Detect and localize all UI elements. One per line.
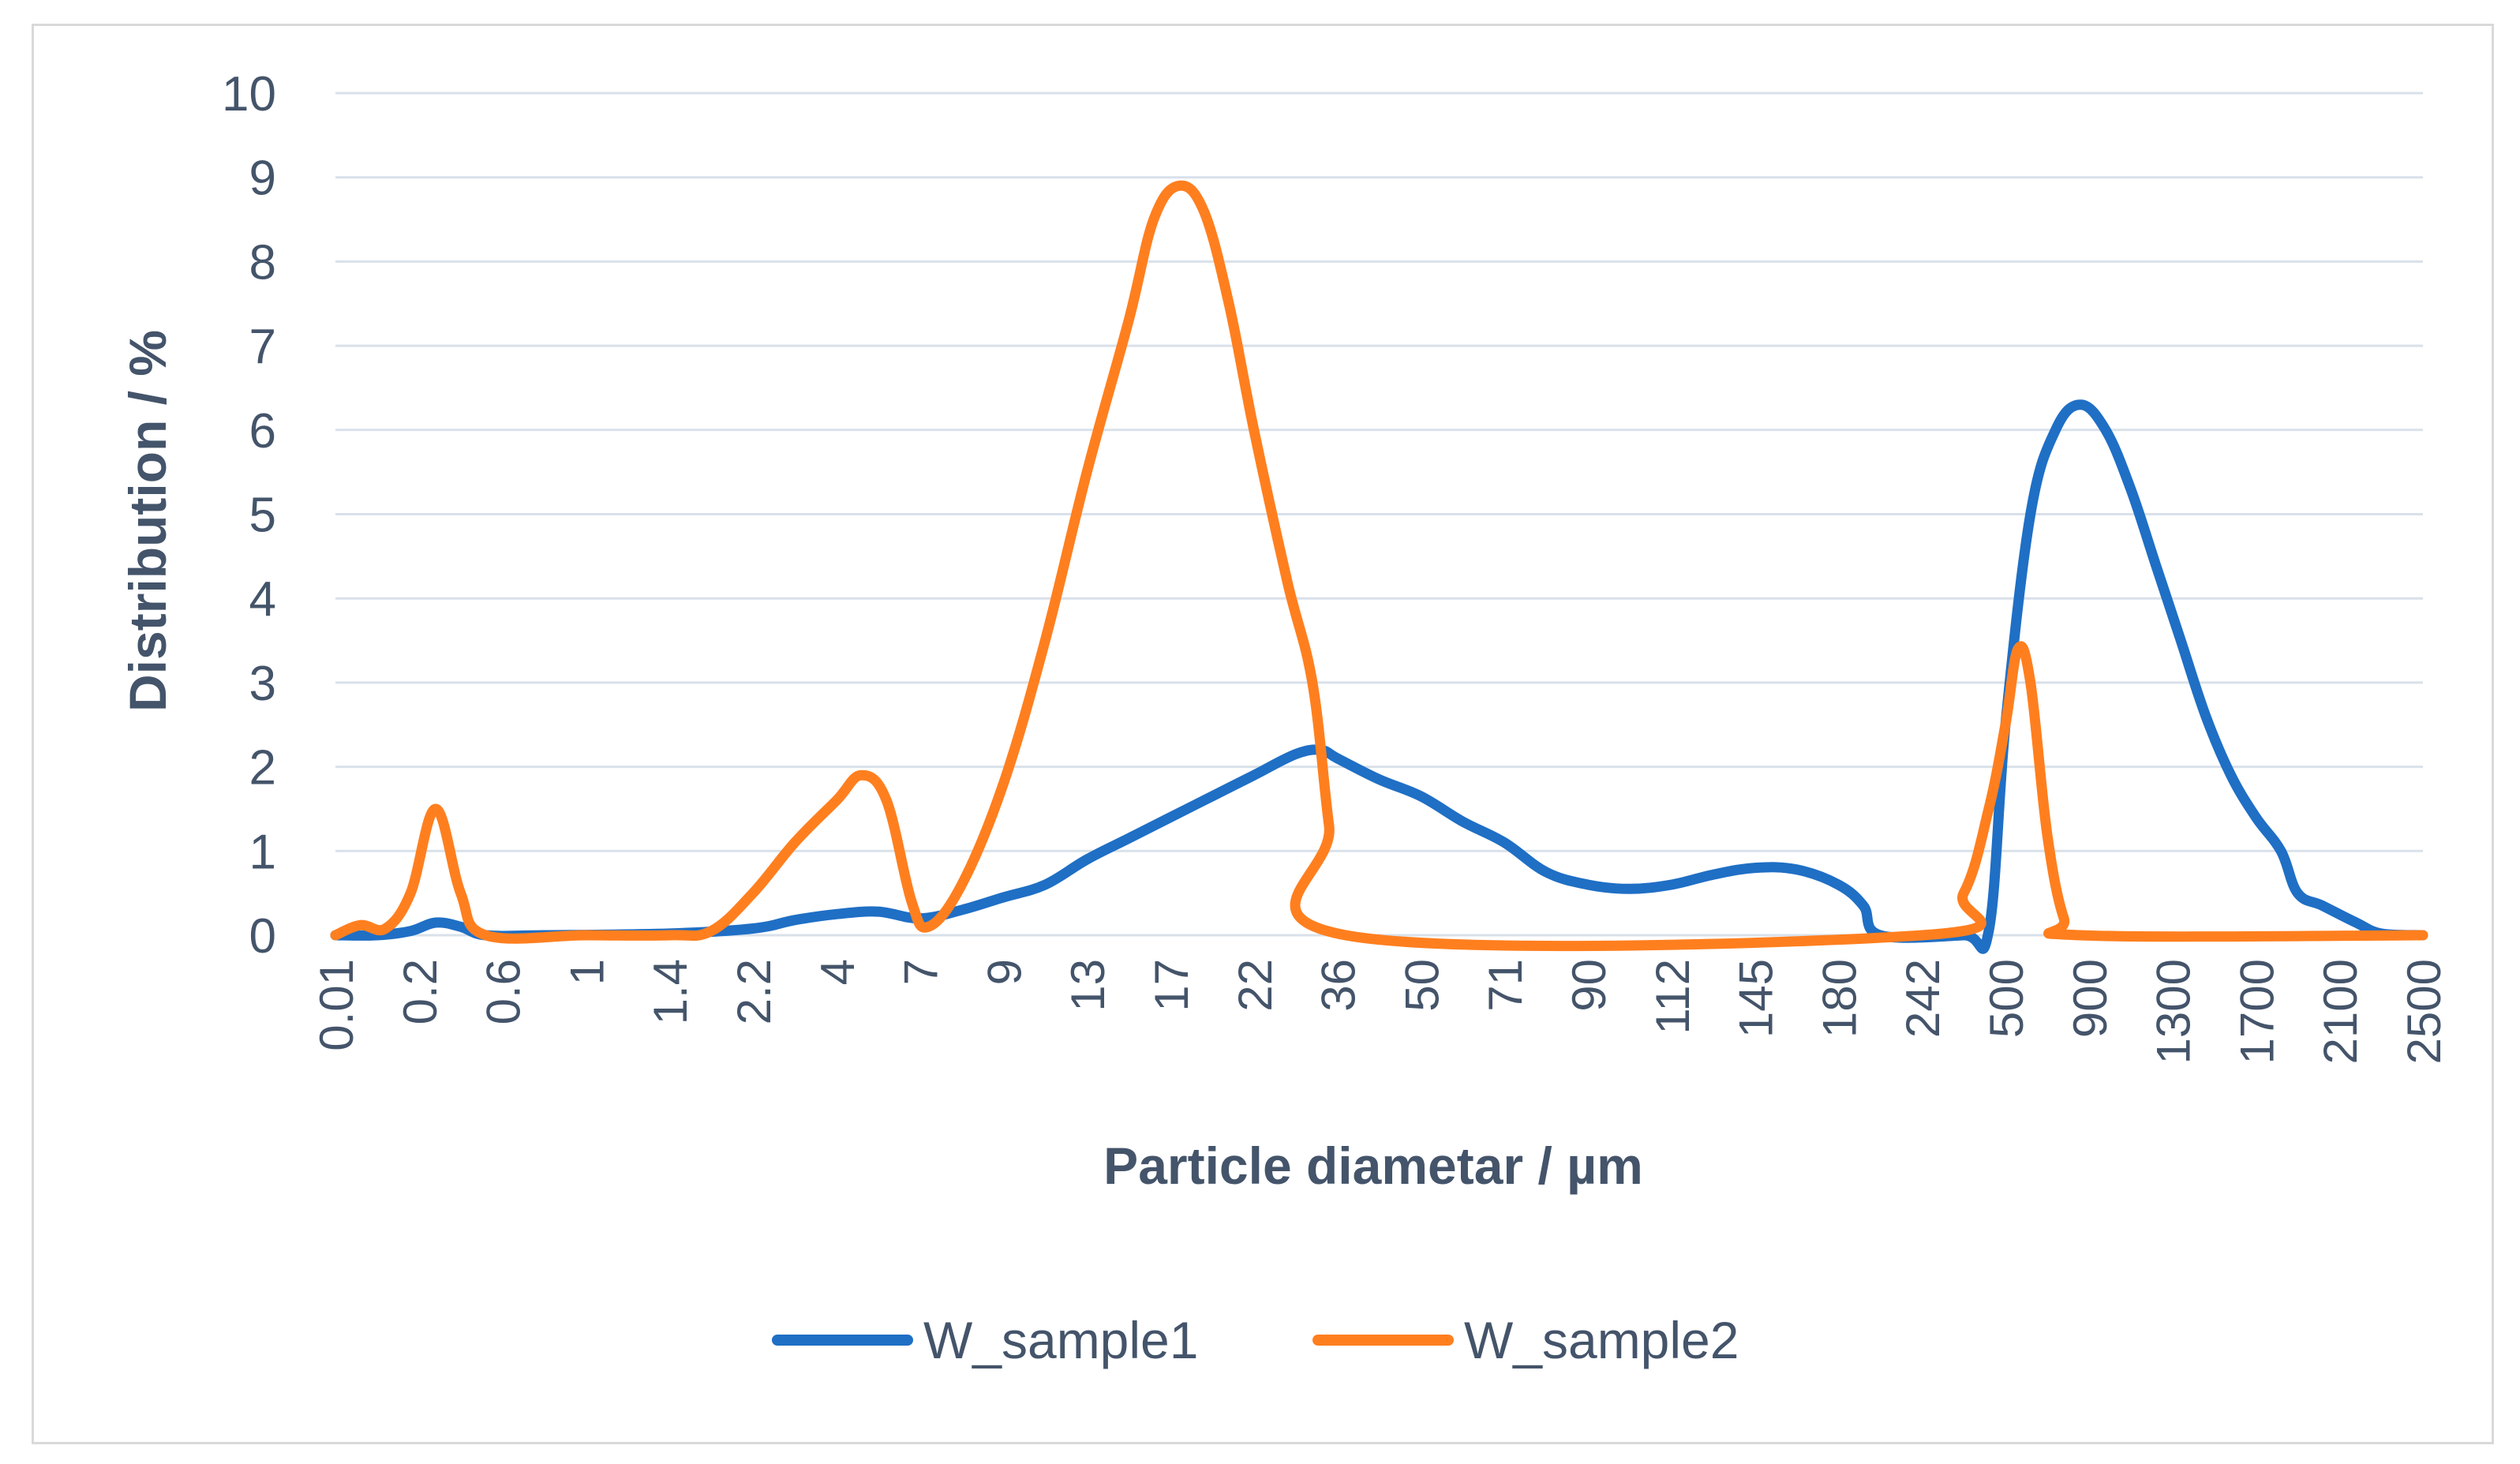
- y-tick-label: 7: [249, 320, 276, 374]
- x-tick-label: 13: [1062, 959, 1114, 1012]
- x-tick-label: 7: [895, 959, 948, 985]
- legend-label-sample2: W_sample2: [1464, 1311, 1739, 1369]
- y-tick-label: 9: [249, 152, 276, 206]
- x-axis-title: Particle diametar / µm: [1103, 1136, 1643, 1195]
- y-tick-label: 3: [249, 657, 276, 711]
- x-tick-label: 900: [2064, 959, 2117, 1038]
- x-tick-label: 242: [1897, 959, 1949, 1038]
- series-line-w-sample1: [330, 399, 2428, 954]
- y-tick-labels: 0 1 2 3 4 5 6 7 8 9 10: [222, 67, 276, 964]
- x-tick-label: 2100: [2314, 959, 2367, 1064]
- x-tick-label: 22: [1229, 959, 1282, 1012]
- y-tick-label: 10: [222, 67, 276, 122]
- x-tick-label: 2500: [2398, 959, 2451, 1064]
- x-tick-label: 500: [1980, 959, 2033, 1038]
- x-tick-label: 1700: [2230, 959, 2283, 1064]
- x-tick-label: 0.6: [477, 959, 530, 1024]
- legend-label-sample1: W_sample1: [923, 1311, 1198, 1369]
- y-tick-label: 0: [249, 909, 276, 964]
- x-tick-label: 1: [560, 959, 613, 985]
- y-tick-label: 2: [249, 741, 276, 796]
- x-tick-label: 17: [1145, 959, 1198, 1012]
- x-tick-label: 0.01: [310, 959, 363, 1051]
- x-tick-label: 0.2: [394, 959, 447, 1024]
- x-tick-label: 71: [1479, 959, 1532, 1012]
- y-tick-label: 8: [249, 235, 276, 290]
- y-tick-label: 6: [249, 404, 276, 459]
- x-tick-label: 50: [1395, 959, 1448, 1012]
- y-tick-label: 5: [249, 489, 276, 543]
- y-tick-label: 4: [249, 572, 276, 627]
- x-tick-label: 90: [1563, 959, 1616, 1012]
- x-tick-label: 145: [1730, 959, 1783, 1038]
- x-tick-label: 1.4: [644, 959, 697, 1024]
- x-tick-labels: 0.01 0.2 0.6 1 1.4 2.2 4 7 9 13 17 22 36 50 71 90 112 145…: [310, 959, 2451, 1064]
- y-axis-title: Distribution / %: [118, 330, 177, 712]
- x-tick-label: 112: [1646, 959, 1699, 1035]
- gridlines: [335, 92, 2423, 937]
- x-tick-label: 4: [811, 959, 864, 985]
- series-line-w-sample2: [330, 180, 2428, 952]
- x-tick-label: 36: [1312, 959, 1365, 1012]
- y-tick-label: 1: [249, 825, 276, 879]
- x-tick-label: 180: [1813, 959, 1866, 1038]
- series-lines: [330, 180, 2428, 954]
- legend: W_sample1 W_sample2: [772, 1311, 1739, 1369]
- x-tick-label: 9: [978, 959, 1031, 985]
- x-tick-label: 1300: [2147, 959, 2200, 1064]
- x-tick-label: 2.2: [728, 959, 781, 1024]
